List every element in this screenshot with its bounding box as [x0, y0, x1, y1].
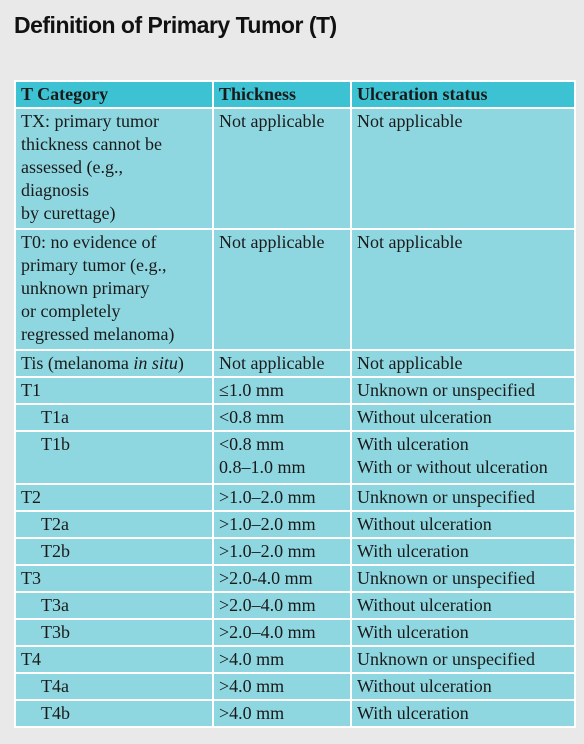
table-cell: Unknown or unspecified: [350, 564, 576, 593]
table-cell: Not applicable: [350, 107, 576, 230]
table-cell: With ulceration: [350, 699, 576, 728]
tumor-table: T Category Thickness Ulceration status TX: …: [14, 80, 576, 728]
table-row: T4 >4.0 mm Unknown or unspecified: [14, 645, 576, 674]
table-cell: Not applicable: [212, 228, 352, 351]
table-cell: T0: no evidence of primary tumor (e.g., un…: [14, 228, 214, 351]
table-cell: >1.0–2.0 mm: [212, 537, 352, 566]
table-row: T1 ≤1.0 mm Unknown or unspecified: [14, 376, 576, 405]
table-cell: Without ulceration: [350, 591, 576, 620]
header-cell: Thickness: [212, 80, 352, 109]
table-cell: With ulceration: [350, 537, 576, 566]
table-cell: Without ulceration: [350, 403, 576, 432]
table-cell: <0.8 mm: [212, 403, 352, 432]
table-cell: >4.0 mm: [212, 672, 352, 701]
cell-line: assessed (e.g.,: [21, 157, 123, 177]
cell-line: unknown primary: [21, 278, 150, 298]
header-row: T Category Thickness Ulceration status: [14, 80, 576, 109]
table-cell: Not applicable: [350, 349, 576, 378]
table-row: T3b >2.0–4.0 mm With ulceration: [14, 618, 576, 647]
table-cell: TX: primary tumor thickness cannot be asse…: [14, 107, 214, 230]
table-row: T2 >1.0–2.0 mm Unknown or unspecified: [14, 483, 576, 512]
table-cell: T3a: [14, 591, 214, 620]
table-cell: T4b: [14, 699, 214, 728]
title: Definition of Primary Tumor (T): [14, 12, 337, 38]
table-row: T2a >1.0–2.0 mm Without ulceration: [14, 510, 576, 539]
table-row: T4b >4.0 mm With ulceration: [14, 699, 576, 728]
table-row: T1b <0.8 mm 0.8–1.0 mm With ulceration With …: [14, 430, 576, 485]
cell-line: Tis (melanoma: [21, 353, 134, 373]
table-cell: T2a: [14, 510, 214, 539]
table-row: TX: primary tumor thickness cannot be asse…: [14, 107, 576, 230]
table-cell: T2: [14, 483, 214, 512]
table-cell: >2.0-4.0 mm: [212, 564, 352, 593]
table-cell: T1: [14, 376, 214, 405]
cell-line: or completely: [21, 301, 121, 321]
cell-line: With or without ulceration: [357, 457, 548, 477]
table-cell: Not applicable: [350, 228, 576, 351]
cell-line: diagnosis: [21, 180, 90, 200]
table-cell: T1b: [14, 430, 214, 485]
table-cell: With ulceration: [350, 618, 576, 647]
table-cell: With ulceration With or without ulceratio…: [350, 430, 576, 485]
header-cell: T Category: [14, 80, 214, 109]
table-cell: >1.0–2.0 mm: [212, 510, 352, 539]
table-row: T2b >1.0–2.0 mm With ulceration: [14, 537, 576, 566]
table-row: Tis (melanoma in situ) Not applicable Not …: [14, 349, 576, 378]
cell-line: T0: no evidence of: [21, 232, 157, 252]
table-cell: Without ulceration: [350, 510, 576, 539]
table-cell: T1a: [14, 403, 214, 432]
table-cell: >2.0–4.0 mm: [212, 591, 352, 620]
table-cell: Not applicable: [212, 349, 352, 378]
cell-line: With ulceration: [357, 434, 469, 454]
table-row: T3a >2.0–4.0 mm Without ulceration: [14, 591, 576, 620]
table-cell: T4: [14, 645, 214, 674]
table-cell: Unknown or unspecified: [350, 483, 576, 512]
cell-line: ): [177, 353, 184, 373]
cell-line: primary tumor (e.g.,: [21, 255, 167, 275]
table-row: T4a >4.0 mm Without ulceration: [14, 672, 576, 701]
cell-line: by curettage): [21, 203, 116, 223]
table-cell: Unknown or unspecified: [350, 376, 576, 405]
cell-line: thickness cannot be: [21, 134, 162, 154]
cell-line: <0.8 mm: [219, 434, 285, 454]
table-cell: <0.8 mm 0.8–1.0 mm: [212, 430, 352, 485]
table-cell: >1.0–2.0 mm: [212, 483, 352, 512]
table-cell: T3: [14, 564, 214, 593]
table-cell: ≤1.0 mm: [212, 376, 352, 405]
table-cell: Not applicable: [212, 107, 352, 230]
table-row: T1a <0.8 mm Without ulceration: [14, 403, 576, 432]
table-row: T3 >2.0-4.0 mm Unknown or unspecified: [14, 564, 576, 593]
table-body: T Category Thickness Ulceration status TX: …: [14, 80, 576, 728]
cell-line: in situ: [133, 353, 178, 373]
cell-line: TX: primary tumor: [21, 111, 159, 131]
header-cell: Ulceration status: [350, 80, 576, 109]
table-cell: T3b: [14, 618, 214, 647]
table-cell: >4.0 mm: [212, 699, 352, 728]
cell-line: 0.8–1.0 mm: [219, 457, 306, 477]
table-cell: Tis (melanoma in situ): [14, 349, 214, 378]
table-cell: T4a: [14, 672, 214, 701]
table-cell: >4.0 mm: [212, 645, 352, 674]
table-cell: >2.0–4.0 mm: [212, 618, 352, 647]
table-cell: Unknown or unspecified: [350, 645, 576, 674]
table-cell: T2b: [14, 537, 214, 566]
table-cell: Without ulceration: [350, 672, 576, 701]
cell-line: regressed melanoma): [21, 324, 175, 344]
table-row: T0: no evidence of primary tumor (e.g., un…: [14, 228, 576, 351]
